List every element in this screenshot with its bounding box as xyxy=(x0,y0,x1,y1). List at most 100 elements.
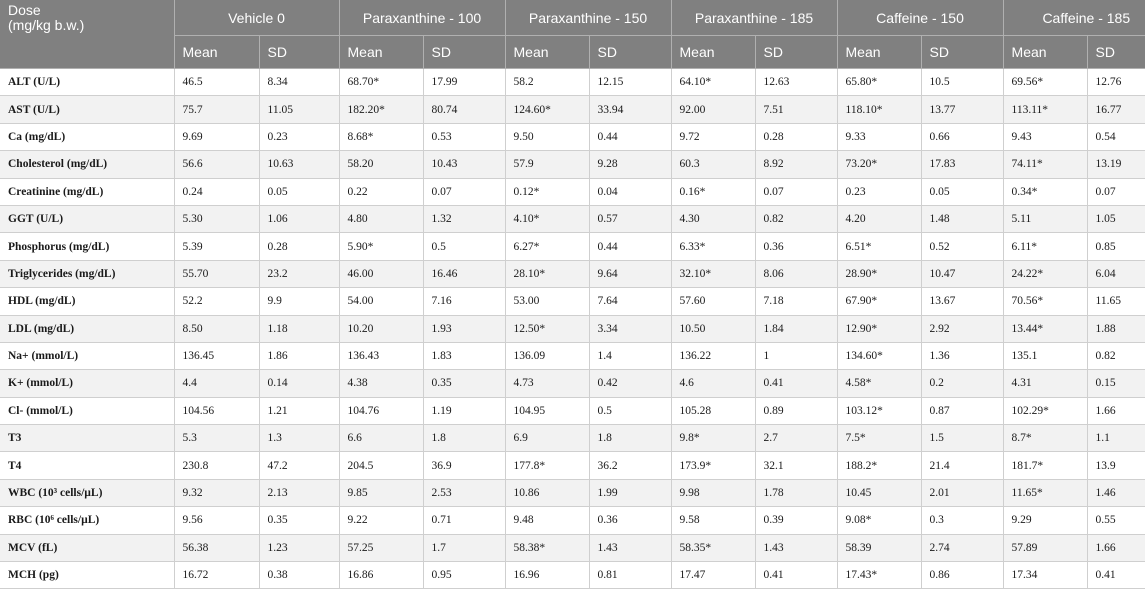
mean-cell: 136.09 xyxy=(504,342,590,371)
group-header-caffeine-150: Caffeine - 150 xyxy=(836,0,1004,36)
sd-cell: 0.44 xyxy=(588,123,672,152)
sd-cell: 10.43 xyxy=(422,150,506,179)
sd-cell: 8.34 xyxy=(258,68,340,97)
row-label: Phosphorus (mg/dL) xyxy=(0,232,174,261)
sd-cell: 1.83 xyxy=(422,342,506,371)
row-label: Creatinine (mg/dL) xyxy=(0,178,174,206)
mean-cell: 136.45 xyxy=(173,342,259,371)
sd-cell: 13.67 xyxy=(920,287,1004,316)
sd-cell: 1.48 xyxy=(920,205,1004,234)
mean-cell: 0.23 xyxy=(836,178,922,206)
sd-cell: 17.83 xyxy=(920,150,1004,179)
mean-cell: 177.8* xyxy=(504,451,590,480)
mean-cell: 4.4 xyxy=(173,369,259,398)
sd-cell: 17.99 xyxy=(422,68,506,97)
mean-cell: 4.31 xyxy=(1002,369,1088,398)
table-row: Cl- (mmol/L) 104.56 1.21 104.76 1.19 104.95 0.… xyxy=(0,397,1145,426)
table-row: T4 230.8 47.2 204.5 36.9 177.8* 36.2 173.9* 32.1… xyxy=(0,451,1145,480)
mean-cell: 9.08* xyxy=(836,506,922,535)
mean-cell: 75.7 xyxy=(173,95,259,124)
sd-cell: 0.85 xyxy=(1086,232,1145,261)
sd-cell: 1.06 xyxy=(258,205,340,234)
sd-cell: 9.9 xyxy=(258,287,340,316)
sd-cell: 1.7 xyxy=(422,534,506,563)
sd-cell: 1.43 xyxy=(754,534,838,563)
mean-cell: 6.27* xyxy=(504,232,590,261)
mean-cell: 11.65* xyxy=(1002,479,1088,508)
sd-cell: 0.28 xyxy=(754,123,838,152)
mean-cell: 10.45 xyxy=(836,479,922,508)
mean-cell: 10.20 xyxy=(338,315,424,343)
mean-cell: 4.30 xyxy=(670,205,756,234)
row-label: LDL (mg/dL) xyxy=(0,315,174,343)
sd-cell: 0.3 xyxy=(920,506,1004,535)
mean-cell: 68.70* xyxy=(338,68,424,97)
mean-cell: 0.16* xyxy=(670,178,756,206)
sd-cell: 1.05 xyxy=(1086,205,1145,234)
sd-cell: 0.87 xyxy=(920,397,1004,426)
mean-cell: 135.1 xyxy=(1002,342,1088,371)
mean-cell: 0.34* xyxy=(1002,178,1088,206)
mean-cell: 136.43 xyxy=(338,342,424,371)
mean-cell: 4.73 xyxy=(504,369,590,398)
sd-cell: 0.44 xyxy=(588,232,672,261)
table-row: Cholesterol (mg/dL) 56.6 10.63 58.20 10.43 57… xyxy=(0,150,1145,179)
sd-cell: 13.19 xyxy=(1086,150,1145,179)
row-label: HDL (mg/dL) xyxy=(0,287,174,316)
row-label: GGT (U/L) xyxy=(0,205,174,234)
mean-cell: 6.33* xyxy=(670,232,756,261)
row-label: T4 xyxy=(0,451,174,480)
mean-cell: 17.47 xyxy=(670,561,756,589)
mean-cell: 5.39 xyxy=(173,232,259,261)
mean-cell: 136.22 xyxy=(670,342,756,371)
mean-cell: 4.10* xyxy=(504,205,590,234)
mean-cell: 9.32 xyxy=(173,479,259,508)
row-label: T3 xyxy=(0,424,174,453)
sd-cell: 0.81 xyxy=(588,561,672,589)
sd-cell: 0.86 xyxy=(920,561,1004,589)
sd-cell: 0.55 xyxy=(1086,506,1145,535)
sd-cell: 1.5 xyxy=(920,424,1004,453)
mean-cell: 104.56 xyxy=(173,397,259,426)
sd-cell: 0.42 xyxy=(588,369,672,398)
mean-cell: 6.11* xyxy=(1002,232,1088,261)
mean-cell: 28.10* xyxy=(504,260,590,289)
sd-cell: 1.99 xyxy=(588,479,672,508)
mean-cell: 9.48 xyxy=(504,506,590,535)
mean-cell: 9.69 xyxy=(173,123,259,152)
mean-cell: 9.29 xyxy=(1002,506,1088,535)
mean-cell: 58.20 xyxy=(338,150,424,179)
table-row: RBC (10⁶ cells/µL) 9.56 0.35 9.22 0.71 9.48 0.… xyxy=(0,506,1145,535)
mean-cell: 57.9 xyxy=(504,150,590,179)
mean-cell: 54.00 xyxy=(338,287,424,316)
sd-cell: 12.76 xyxy=(1086,68,1145,97)
sd-cell: 0.39 xyxy=(754,506,838,535)
group-header-paraxanthine-100: Paraxanthine - 100 xyxy=(338,0,506,36)
sd-cell: 0.05 xyxy=(920,178,1004,206)
sd-cell: 1.4 xyxy=(588,342,672,371)
table-row: ALT (U/L) 46.5 8.34 68.70* 17.99 58.2 12.15 64.… xyxy=(0,68,1145,97)
sd-cell: 0.71 xyxy=(422,506,506,535)
table-row: Creatinine (mg/dL) 0.24 0.05 0.22 0.07 0.12* 0… xyxy=(0,178,1145,206)
mean-cell: 9.56 xyxy=(173,506,259,535)
mean-cell: 16.96 xyxy=(504,561,590,589)
mean-cell: 64.10* xyxy=(670,68,756,97)
mean-cell: 9.98 xyxy=(670,479,756,508)
row-label: Ca (mg/dL) xyxy=(0,123,174,152)
sd-cell: 0.82 xyxy=(1086,342,1145,371)
mean-header: Mean xyxy=(1002,35,1088,69)
mean-cell: 204.5 xyxy=(338,451,424,480)
table-body: ALT (U/L) 46.5 8.34 68.70* 17.99 58.2 12.15 64.… xyxy=(0,68,1145,589)
sd-cell: 1.19 xyxy=(422,397,506,426)
sd-cell: 7.64 xyxy=(588,287,672,316)
sd-cell: 11.05 xyxy=(258,95,340,124)
sd-cell: 0.41 xyxy=(754,561,838,589)
mean-cell: 6.51* xyxy=(836,232,922,261)
sd-header: SD xyxy=(1086,35,1145,69)
mean-cell: 55.70 xyxy=(173,260,259,289)
sd-cell: 1.21 xyxy=(258,397,340,426)
mean-cell: 103.12* xyxy=(836,397,922,426)
mean-cell: 65.80* xyxy=(836,68,922,97)
mean-cell: 58.39 xyxy=(836,534,922,563)
mean-cell: 9.85 xyxy=(338,479,424,508)
